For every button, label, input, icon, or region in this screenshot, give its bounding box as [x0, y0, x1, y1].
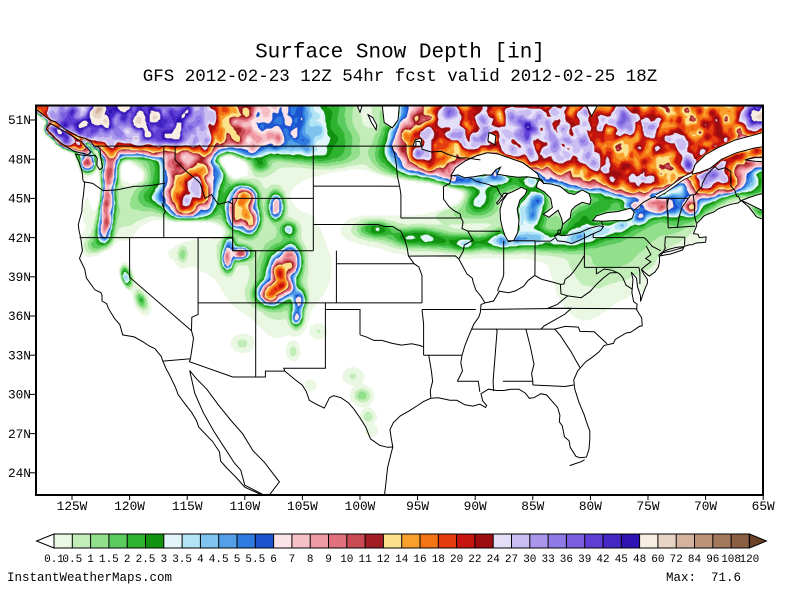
svg-text:100W: 100W — [345, 499, 376, 514]
svg-text:70W: 70W — [694, 499, 717, 514]
svg-text:115W: 115W — [172, 499, 203, 514]
svg-text:30: 30 — [523, 554, 536, 566]
svg-text:4.5: 4.5 — [209, 554, 229, 566]
svg-text:30N: 30N — [8, 388, 31, 403]
svg-text:120: 120 — [739, 554, 759, 566]
svg-text:60: 60 — [651, 554, 664, 566]
svg-text:42N: 42N — [8, 231, 31, 246]
svg-text:39: 39 — [578, 554, 591, 566]
svg-text:5: 5 — [234, 554, 241, 566]
svg-text:GFS 2012-02-23 12Z 54hr fcst v: GFS 2012-02-23 12Z 54hr fcst valid 2012-… — [143, 67, 658, 87]
svg-text:24: 24 — [487, 554, 501, 566]
svg-text:45: 45 — [615, 554, 628, 566]
svg-text:48: 48 — [633, 554, 646, 566]
svg-text:12: 12 — [377, 554, 390, 566]
svg-text:18: 18 — [432, 554, 445, 566]
svg-text:5.5: 5.5 — [245, 554, 265, 566]
svg-text:42: 42 — [596, 554, 609, 566]
svg-text:0.5: 0.5 — [62, 554, 82, 566]
svg-text:2: 2 — [124, 554, 131, 566]
svg-text:120W: 120W — [114, 499, 145, 514]
svg-text:75W: 75W — [636, 499, 659, 514]
svg-text:96: 96 — [706, 554, 719, 566]
svg-text:InstantWeatherMaps.com: InstantWeatherMaps.com — [7, 571, 172, 585]
svg-text:6: 6 — [270, 554, 277, 566]
svg-text:0.1: 0.1 — [44, 554, 64, 566]
svg-text:51N: 51N — [8, 113, 31, 128]
svg-text:33N: 33N — [8, 348, 31, 363]
svg-text:65W: 65W — [752, 499, 775, 514]
svg-text:33: 33 — [541, 554, 554, 566]
svg-text:95W: 95W — [406, 499, 429, 514]
svg-text:85W: 85W — [521, 499, 544, 514]
svg-text:14: 14 — [395, 554, 409, 566]
svg-text:Max: 71.6: Max: 71.6 — [666, 571, 741, 585]
svg-text:3.5: 3.5 — [172, 554, 192, 566]
svg-text:36: 36 — [560, 554, 573, 566]
svg-text:36N: 36N — [8, 309, 31, 324]
svg-text:10: 10 — [340, 554, 353, 566]
svg-text:20: 20 — [450, 554, 463, 566]
svg-text:72: 72 — [670, 554, 683, 566]
svg-text:108: 108 — [721, 554, 741, 566]
svg-text:1.5: 1.5 — [99, 554, 119, 566]
svg-text:22: 22 — [468, 554, 481, 566]
svg-text:Surface Snow Depth [in]: Surface Snow Depth [in] — [255, 42, 545, 65]
svg-text:48N: 48N — [8, 152, 31, 167]
svg-text:16: 16 — [413, 554, 426, 566]
svg-text:105W: 105W — [287, 499, 318, 514]
svg-text:9: 9 — [325, 554, 332, 566]
svg-text:80W: 80W — [579, 499, 602, 514]
svg-text:2.5: 2.5 — [136, 554, 156, 566]
svg-text:24N: 24N — [8, 466, 31, 481]
svg-text:4: 4 — [197, 554, 204, 566]
svg-text:8: 8 — [307, 554, 314, 566]
svg-text:84: 84 — [688, 554, 702, 566]
svg-text:1: 1 — [87, 554, 94, 566]
svg-text:27N: 27N — [8, 427, 31, 442]
svg-text:90W: 90W — [464, 499, 487, 514]
svg-text:110W: 110W — [229, 499, 260, 514]
svg-text:11: 11 — [358, 554, 372, 566]
svg-text:125W: 125W — [57, 499, 88, 514]
svg-text:39N: 39N — [8, 270, 31, 285]
svg-text:7: 7 — [289, 554, 296, 566]
svg-text:3: 3 — [160, 554, 167, 566]
svg-text:27: 27 — [505, 554, 518, 566]
svg-text:45N: 45N — [8, 192, 31, 207]
